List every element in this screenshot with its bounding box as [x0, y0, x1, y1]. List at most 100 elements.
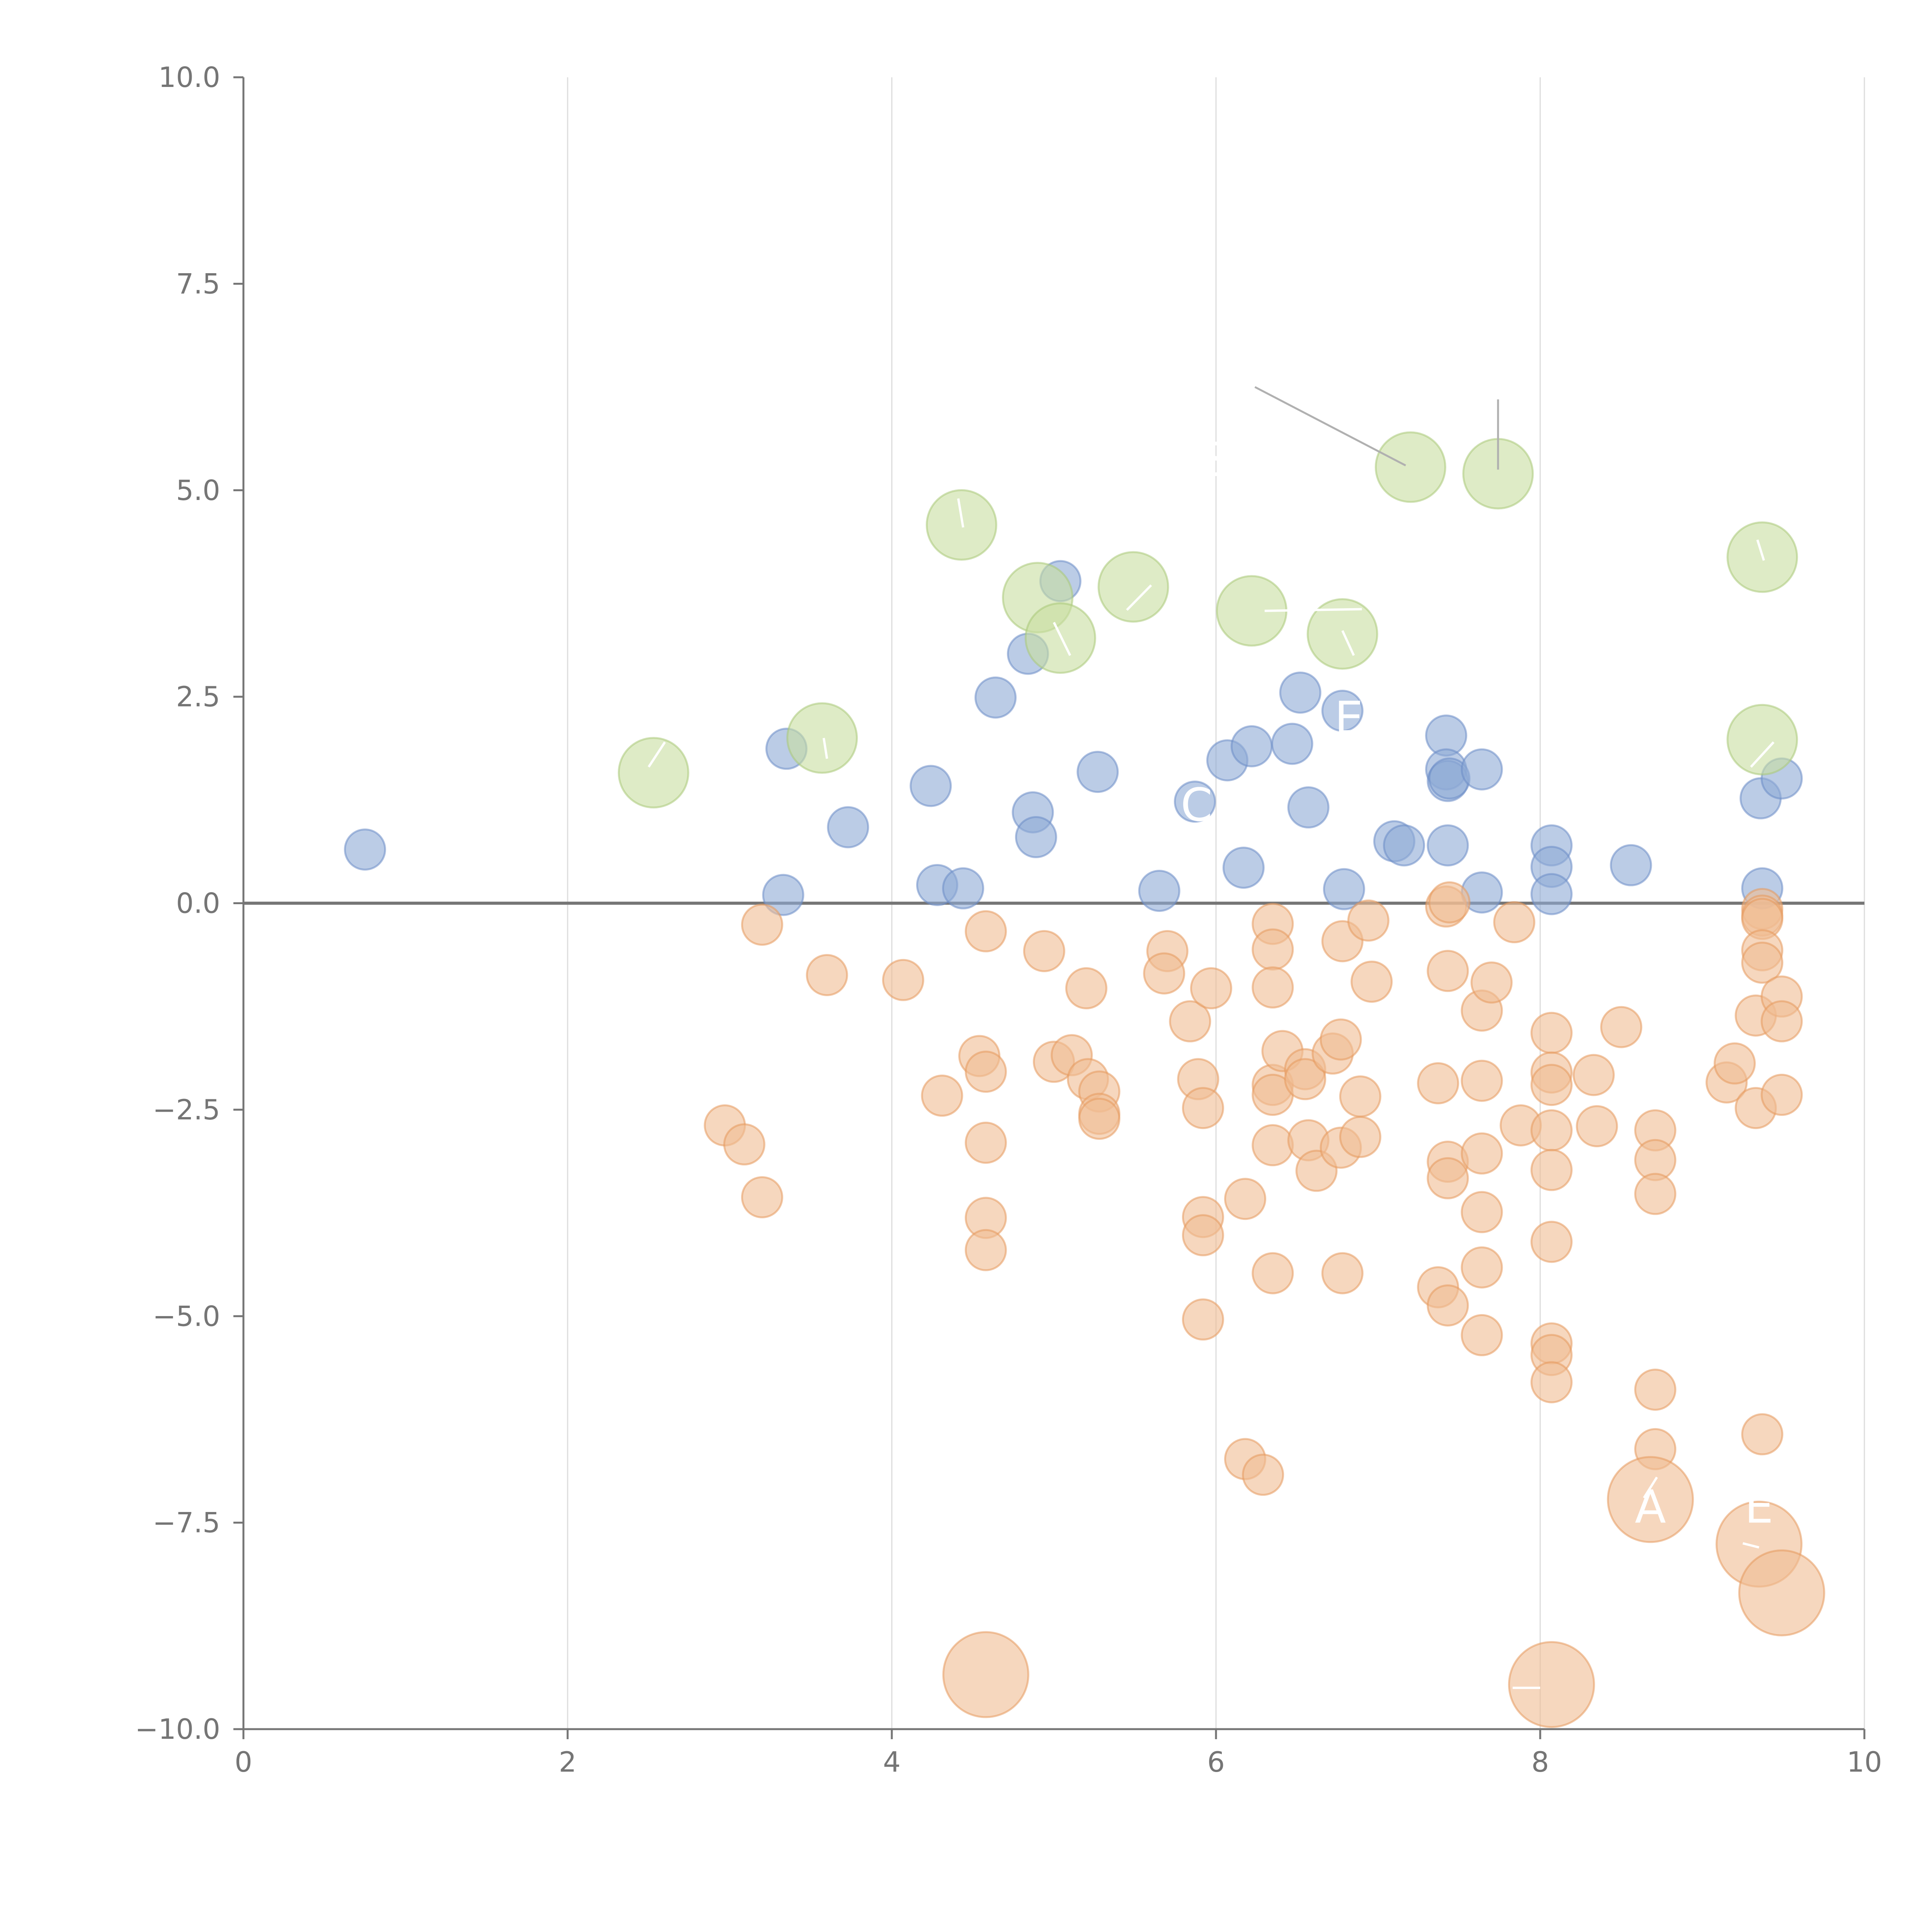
point-blue-13: [1138, 869, 1180, 912]
leader-line-11: [1643, 1476, 1658, 1499]
point-blue-28: [1427, 824, 1469, 867]
point-orange-97: [1741, 1413, 1784, 1456]
point-blue-14: [1173, 781, 1216, 823]
point-blue-30: [1461, 748, 1503, 791]
series-orange: [704, 881, 1803, 1496]
point-orange-64: [1461, 1132, 1503, 1175]
point-orange-57: [1427, 950, 1469, 992]
point-green-2: [925, 489, 997, 561]
point-blue-16: [1222, 847, 1265, 889]
point-blue-20: [1287, 786, 1330, 829]
y-tick-label: −10.0: [135, 1713, 220, 1745]
point-orange-50: [1339, 1075, 1381, 1118]
x-tick-label: 6: [1207, 1746, 1225, 1778]
point-blue-1: [762, 874, 804, 916]
point-blue-21: [1321, 689, 1364, 732]
point-blue-35: [1610, 844, 1652, 886]
point-orange-8: [964, 910, 1007, 952]
point-orange-30: [1224, 1178, 1267, 1220]
point-orange-27: [1182, 1214, 1224, 1257]
point-orange-49: [1321, 1252, 1364, 1294]
point-orange-large-2: [1607, 1456, 1694, 1543]
y-tick-label: −2.5: [153, 1094, 220, 1126]
point-blue-17: [1230, 725, 1273, 767]
y-tick-label: 2.5: [176, 680, 220, 713]
point-orange-2: [741, 1176, 783, 1218]
point-orange-51: [1339, 1116, 1381, 1158]
leader-line-14: [845, 870, 853, 895]
point-blue-7: [974, 676, 1017, 719]
annotation-label-2: C: [1180, 778, 1212, 832]
y-tick-label: −5.0: [153, 1300, 220, 1332]
point-orange-69: [1493, 901, 1536, 944]
point-orange-46: [1320, 1018, 1362, 1061]
x-tick-label: 2: [559, 1746, 577, 1778]
leader-line-12: [1742, 1542, 1760, 1549]
series-orange-large: [942, 1456, 1825, 1728]
point-orange-86: [1634, 1368, 1677, 1411]
annotation-leader-lines: [648, 386, 1775, 1689]
point-orange-80: [1572, 1054, 1615, 1096]
y-tick-label: 10.0: [158, 61, 220, 94]
point-orange-68: [1470, 961, 1513, 1004]
point-green-11: [1726, 704, 1798, 776]
point-orange-100: [1760, 1073, 1803, 1116]
y-tick-label: 5.0: [176, 474, 220, 507]
leader-line-8: [1750, 741, 1775, 768]
point-orange-76: [1530, 1221, 1573, 1263]
point-blue-34: [1530, 873, 1573, 915]
point-orange-20: [1078, 1097, 1121, 1140]
point-orange-89: [1713, 1042, 1756, 1085]
point-orange-55: [1417, 1062, 1459, 1104]
point-orange-39: [1252, 1252, 1294, 1294]
point-orange-28: [1182, 1298, 1224, 1341]
point-orange-25: [1182, 1087, 1224, 1129]
point-blue-22: [1323, 868, 1365, 910]
point-orange-73: [1530, 1064, 1573, 1106]
annotation-label-4: S: [1202, 433, 1231, 486]
point-orange-12: [964, 1229, 1007, 1271]
point-orange-85: [1634, 1173, 1677, 1215]
point-orange-96: [1741, 941, 1784, 984]
leader-line-7: [1756, 539, 1765, 561]
point-blue-0: [344, 828, 386, 871]
leader-line-0: [1254, 386, 1406, 466]
point-orange-13: [1023, 930, 1065, 972]
annotation-label-0: A: [1635, 1480, 1666, 1534]
series-blue: [344, 560, 1803, 916]
point-orange-99: [1760, 1000, 1803, 1043]
point-blue-24: [1383, 824, 1425, 867]
leader-line-9: [648, 742, 666, 768]
point-orange-4: [806, 954, 848, 996]
point-orange-6: [921, 1075, 963, 1117]
point-green-8: [1374, 431, 1446, 503]
point-orange-82: [1600, 1006, 1643, 1048]
x-tick-label: 10: [1847, 1746, 1882, 1778]
point-orange-75: [1530, 1149, 1573, 1191]
y-axis-ticks: 10.0 7.5 5.0 2.5 0.0 −2.5 −5.0 −7.5 −10.0: [135, 61, 243, 1745]
leader-line-2: [957, 498, 964, 528]
point-orange-71: [1530, 1012, 1573, 1054]
point-green-5: [1097, 551, 1169, 623]
y-tick-label: −7.5: [153, 1507, 220, 1539]
leader-line-3: [1126, 584, 1152, 611]
point-green-0: [617, 737, 689, 809]
x-axis-ticks: 0 2 4 6 8 10: [235, 1729, 1882, 1778]
point-orange-63: [1461, 1060, 1503, 1102]
point-orange-10: [964, 1121, 1007, 1164]
point-blue-19: [1279, 671, 1321, 714]
leader-line-10: [822, 738, 828, 759]
point-orange-large-4: [1738, 1549, 1825, 1636]
y-tick-label: 0.0: [176, 887, 220, 920]
point-orange-large-1: [1508, 1641, 1595, 1728]
point-orange-29: [1190, 967, 1232, 1010]
leader-line-5: [1341, 630, 1355, 656]
point-blue-10: [1015, 816, 1057, 858]
point-orange-59: [1427, 1157, 1469, 1199]
point-blue-12: [1077, 751, 1119, 793]
point-orange-22: [1143, 952, 1185, 995]
point-blue-6: [942, 867, 985, 910]
point-orange-81: [1576, 1105, 1618, 1148]
point-orange-5: [882, 959, 924, 1001]
